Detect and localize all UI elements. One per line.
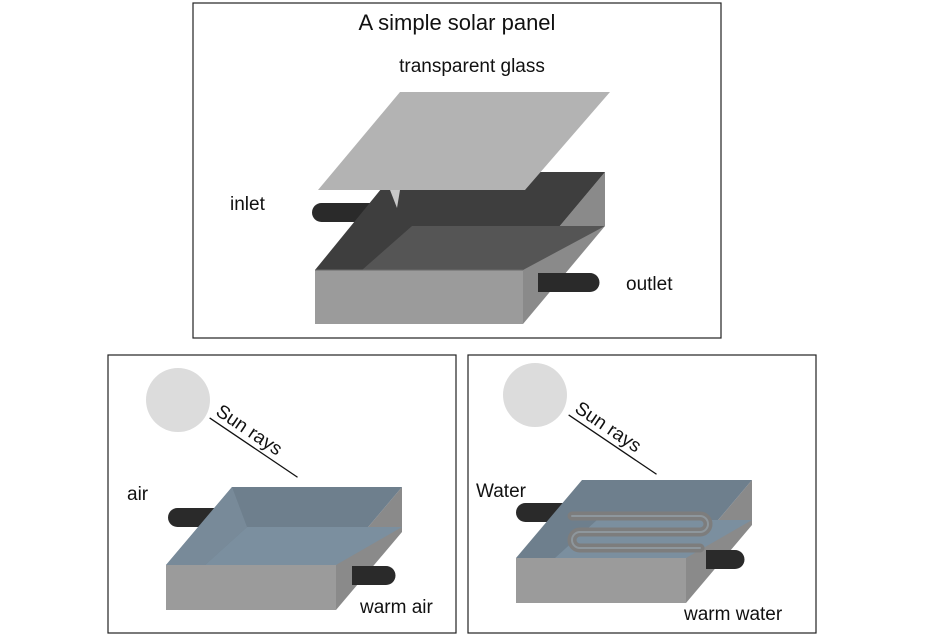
outlet-label: outlet	[626, 274, 673, 295]
top-panel-frame	[192, 2, 722, 339]
left-panel: Sun rays air warm air	[107, 354, 457, 634]
sun-icon	[146, 368, 210, 432]
water-collector-box	[516, 480, 752, 603]
warm-air-outlet-pipe	[352, 566, 396, 585]
sun-rays-label-left: Sun rays	[212, 401, 286, 460]
left-panel-frame	[107, 354, 457, 634]
warm-air-label: warm air	[359, 597, 434, 618]
right-panel: Sun rays Water warm water	[467, 354, 817, 634]
air-label: air	[127, 484, 149, 505]
warm-water-outlet-pipe	[706, 550, 745, 569]
sun-ray-line-left	[209, 417, 298, 478]
inlet-label: inlet	[230, 194, 266, 215]
top-panel: A simple solar panel transparent glass	[192, 2, 722, 339]
water-label: Water	[476, 481, 527, 502]
right-panel-frame	[467, 354, 817, 634]
transparent-glass	[318, 92, 610, 208]
warm-water-label: warm water	[683, 604, 783, 625]
sun-rays-right: Sun rays	[568, 398, 657, 475]
sun-ray-line-right	[568, 414, 657, 475]
top-panel-title: A simple solar panel	[359, 10, 556, 35]
sun-icon	[503, 363, 567, 427]
air-collector-box	[166, 487, 402, 610]
solar-box	[315, 172, 605, 324]
sun-rays-left: Sun rays	[209, 401, 298, 478]
sun-rays-label-right: Sun rays	[571, 398, 645, 457]
outlet-pipe	[538, 273, 600, 292]
glass-label: transparent glass	[399, 56, 545, 77]
